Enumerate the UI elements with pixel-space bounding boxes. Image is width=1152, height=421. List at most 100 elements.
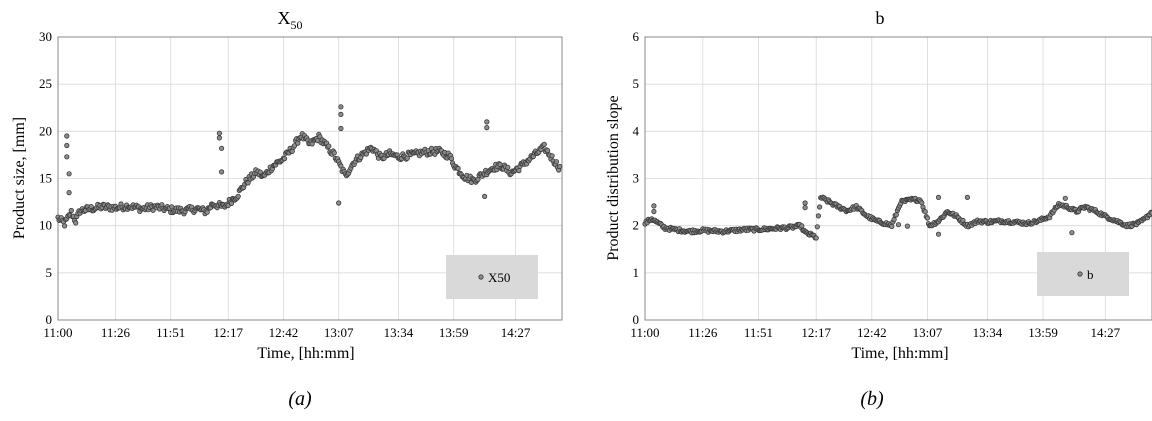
data-point xyxy=(557,163,563,170)
chart-a-series-x50 xyxy=(55,104,563,229)
data-point xyxy=(291,143,298,149)
chart-a-legend-box xyxy=(446,255,538,299)
chart-b-x-tick-label: 11:00 xyxy=(630,325,659,340)
chart-a-ylabel: Product size, [mm] xyxy=(11,117,28,239)
chart-a-y-tick-label: 0 xyxy=(46,312,53,327)
chart-a-y-tick-label: 30 xyxy=(39,29,52,44)
chart-b: b 0 1 2 3 4 5 6 11:00 11:26 11:51 12:17 12:42 13:07… xyxy=(605,8,1152,362)
data-point xyxy=(281,156,288,162)
data-point-outlier xyxy=(216,130,222,136)
chart-a-x-tick-label: 11:51 xyxy=(156,325,185,340)
data-point-outlier xyxy=(338,111,344,118)
data-point xyxy=(516,168,522,174)
chart-a-y-tick-label: 10 xyxy=(39,218,52,233)
data-point xyxy=(814,224,820,230)
chart-a-x-tick-label: 11:26 xyxy=(101,325,131,340)
data-point-outlier xyxy=(219,169,225,175)
chart-b-x-tick-label: 13:34 xyxy=(973,325,1003,340)
data-point xyxy=(815,213,822,219)
data-point xyxy=(505,164,511,170)
chart-b-y-tick-label: 4 xyxy=(633,123,640,138)
data-point-outlier xyxy=(904,223,911,229)
data-point-outlier xyxy=(216,135,222,141)
data-point-outlier xyxy=(895,222,902,228)
data-point xyxy=(1149,210,1152,216)
chart-b-x-tick-label: 12:42 xyxy=(857,325,887,340)
data-point-outlier xyxy=(338,125,344,132)
chart-a-y-tick-label: 5 xyxy=(46,265,53,280)
caption-a: (a) xyxy=(288,388,312,410)
data-point xyxy=(922,209,928,215)
data-point xyxy=(404,155,410,161)
data-point xyxy=(448,156,455,162)
data-point-outlier xyxy=(481,193,488,199)
chart-a-gridlines xyxy=(57,36,562,321)
data-point-outlier xyxy=(484,125,490,131)
chart-b-x-tick-label: 13:07 xyxy=(913,325,943,340)
data-point xyxy=(326,143,332,149)
chart-b-x-tick-label: 14:27 xyxy=(1090,325,1120,340)
data-point xyxy=(924,215,931,221)
data-point xyxy=(816,204,823,210)
data-point xyxy=(235,193,241,199)
chart-b-xlabel: Time, [hh:mm] xyxy=(851,345,948,362)
data-point-outlier xyxy=(1069,230,1075,236)
chart-a-x-tick-label: 12:17 xyxy=(213,325,243,340)
data-point xyxy=(541,141,547,147)
chart-b-x-tick-label: 11:26 xyxy=(688,325,718,340)
chart-b-x-tick-labels: 11:00 11:26 11:51 12:17 12:42 13:07 13:34 13:59… xyxy=(630,325,1120,340)
data-point-outlier xyxy=(64,154,70,160)
chart-a-y-tick-label: 20 xyxy=(39,123,52,138)
chart-b-y-tick-label: 6 xyxy=(633,29,640,44)
chart-a-legend-marker xyxy=(478,274,484,280)
data-point xyxy=(245,180,251,186)
data-point-outlier xyxy=(964,194,971,200)
data-point-outlier xyxy=(338,104,344,110)
data-point-outlier xyxy=(935,231,942,237)
chart-a-y-tick-labels: 0 5 10 15 20 25 30 xyxy=(39,29,52,327)
chart-b-y-tick-label: 2 xyxy=(633,218,640,233)
chart-b-y-tick-label: 1 xyxy=(633,265,640,280)
chart-b-ylabel: Product distribution slope xyxy=(605,95,622,260)
chart-a-x-tick-label: 13:07 xyxy=(324,325,354,340)
chart-b-y-tick-label: 0 xyxy=(633,312,640,327)
chart-b-legend-label: b xyxy=(1087,267,1094,282)
chart-a-legend: X50 xyxy=(446,255,538,299)
chart-b-x-tick-label: 11:51 xyxy=(744,325,773,340)
data-point xyxy=(455,165,461,172)
caption-b: (b) xyxy=(860,388,884,410)
data-point xyxy=(889,223,895,229)
data-point-outlier xyxy=(219,145,225,151)
data-point-outlier xyxy=(64,133,70,139)
chart-a-legend-label: X50 xyxy=(488,270,510,285)
chart-b-legend-marker xyxy=(1077,271,1083,277)
chart-b-y-tick-labels: 0 1 2 3 4 5 6 xyxy=(633,29,640,327)
data-point xyxy=(549,153,555,159)
data-point xyxy=(61,223,68,229)
chart-b-y-tick-label: 3 xyxy=(633,171,640,186)
chart-a-x-tick-label: 13:59 xyxy=(439,325,469,340)
chart-a-x-tick-labels: 11:00 11:26 11:51 12:17 12:42 13:07 13:34 13:59… xyxy=(43,325,530,340)
data-point xyxy=(169,204,175,210)
data-point-outlier xyxy=(651,208,657,215)
data-point-outlier xyxy=(802,205,808,211)
data-point-outlier xyxy=(484,119,490,125)
chart-b-title: b xyxy=(876,8,885,28)
data-point xyxy=(544,148,551,154)
data-point xyxy=(919,200,925,206)
data-point-outlier xyxy=(66,171,72,177)
chart-a-plot-frame xyxy=(57,36,563,321)
data-point xyxy=(363,151,369,157)
chart-a-x-tick-label: 13:34 xyxy=(384,325,414,340)
chart-a-x-tick-label: 11:00 xyxy=(43,325,72,340)
chart-a: X50 0 5 10 15 20 25 30 11:00 11:26 11:51 12:17 12:… xyxy=(11,8,563,362)
data-point xyxy=(228,200,235,206)
chart-b-legend: b xyxy=(1037,252,1129,296)
data-point-outlier xyxy=(336,200,342,206)
data-point xyxy=(331,150,337,156)
chart-a-y-tick-label: 15 xyxy=(39,171,52,186)
data-point xyxy=(73,220,79,226)
chart-a-y-tick-label: 25 xyxy=(39,76,52,91)
data-point xyxy=(799,223,805,229)
